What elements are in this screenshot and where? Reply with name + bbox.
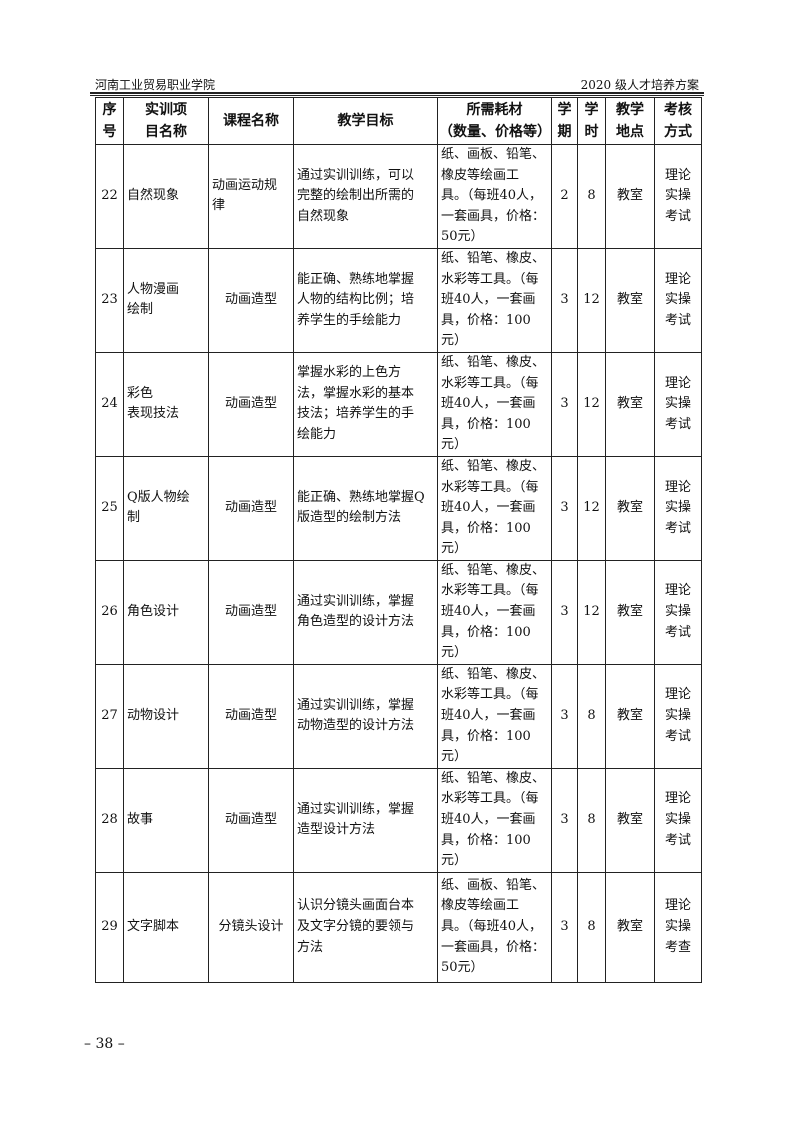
table-row: 27 动物设计 动画造型 通过实训训练，掌握 动物造型的设计方法 纸、铅笔、橡皮、 水彩… <box>95 663 702 769</box>
cell-materials: 纸、铅笔、橡皮、 水彩等工具。（每 班40人，一套画 具，价格：100 元） <box>437 455 552 561</box>
cell-course: 动画造型 <box>208 351 294 457</box>
cell-place: 教室 <box>605 559 655 665</box>
table-row: 22 自然现象 动画运动规 律通过实训训练，可以 完整的绘制出所需的 自然现象 纸、画… <box>95 144 702 249</box>
table-row: 28 故事 动画造型 通过实训训练，掌握 造型设计方法 纸、铅笔、橡皮、 水彩等工具。（… <box>95 767 702 873</box>
cell-hours: 8 <box>577 767 606 873</box>
cell-exam: 理论 实操 考试 <box>654 144 702 249</box>
column-header-hours: 学 时 <box>577 97 606 145</box>
cell-project: 自然现象 <box>123 144 209 249</box>
cell-goal: 掌握水彩的上色方 法，掌握水彩的基本 技法；培养学生的手 绘能力 <box>293 351 438 457</box>
table-header-row: 序 号 实训项 目名称 课程名称 教学目标 所需耗材 （数量、价格等） 学 期 … <box>95 97 702 145</box>
cell-hours: 8 <box>577 663 606 769</box>
cell-goal: 通过实训训练，掌握 造型设计方法 <box>293 767 438 873</box>
cell-no: 25 <box>95 455 124 561</box>
cell-no: 29 <box>95 871 124 983</box>
cell-materials: 纸、画板、铅笔、 橡皮等绘画工 具。（每班40人， 一套画具，价格： 50元） <box>437 871 552 983</box>
cell-exam: 理论 实操 考查 <box>654 871 702 983</box>
cell-project: 故事 <box>123 767 209 873</box>
cell-place: 教室 <box>605 351 655 457</box>
cell-hours: 12 <box>577 351 606 457</box>
cell-hours: 8 <box>577 144 606 249</box>
cell-materials: 纸、铅笔、橡皮、 水彩等工具。（每 班40人，一套画 具，价格：100 元） <box>437 767 552 873</box>
cell-course: 动画造型 <box>208 455 294 561</box>
cell-course: 动画运动规 律 <box>208 144 294 249</box>
cell-term: 3 <box>551 871 578 983</box>
cell-course: 动画造型 <box>208 767 294 873</box>
cell-no: 28 <box>95 767 124 873</box>
cell-goal: 通过实训训练，掌握 动物造型的设计方法 <box>293 663 438 769</box>
column-header-materials: 所需耗材 （数量、价格等） <box>437 97 552 145</box>
cell-place: 教室 <box>605 663 655 769</box>
cell-hours: 12 <box>577 247 606 353</box>
cell-no: 26 <box>95 559 124 665</box>
cell-project: 动物设计 <box>123 663 209 769</box>
cell-course: 动画造型 <box>208 559 294 665</box>
cell-hours: 8 <box>577 871 606 983</box>
cell-place: 教室 <box>605 767 655 873</box>
column-header-no: 序 号 <box>95 97 124 145</box>
cell-course: 动画造型 <box>208 247 294 353</box>
column-header-course: 课程名称 <box>208 97 294 145</box>
cell-exam: 理论 实操 考试 <box>654 663 702 769</box>
cell-term: 3 <box>551 247 578 353</box>
column-header-term: 学 期 <box>551 97 578 145</box>
cell-goal: 能正确、熟练地掌握 人物的结构比例；培 养学生的手绘能力 <box>293 247 438 353</box>
page-number: – 38 – <box>84 1036 125 1052</box>
cell-goal: 能正确、熟练地掌握Q 版造型的绘制方法 <box>293 455 438 561</box>
cell-project: 文字脚本 <box>123 871 209 983</box>
cell-no: 27 <box>95 663 124 769</box>
header-rule <box>90 92 704 94</box>
cell-exam: 理论 实操 考试 <box>654 559 702 665</box>
table-row: 24 彩色 表现技法 动画造型 掌握水彩的上色方 法，掌握水彩的基本 技法；培养学生的… <box>95 351 702 457</box>
cell-place: 教室 <box>605 871 655 983</box>
cell-no: 24 <box>95 351 124 457</box>
cell-term: 3 <box>551 351 578 457</box>
cell-goal: 认识分镜头画面台本 及文字分镜的要领与 方法 <box>293 871 438 983</box>
table-row: 25 Q版人物绘 制动画造型 能正确、熟练地掌握Q 版造型的绘制方法 纸、铅笔、橡皮、… <box>95 455 702 561</box>
cell-materials: 纸、铅笔、橡皮、 水彩等工具。（每 班40人，一套画 具，价格：100 元） <box>437 559 552 665</box>
cell-hours: 12 <box>577 559 606 665</box>
cell-materials: 纸、画板、铅笔、 橡皮等绘画工 具。（每班40人， 一套画具，价格： 50元） <box>437 144 552 249</box>
cell-project: 人物漫画 绘制 <box>123 247 209 353</box>
cell-term: 3 <box>551 663 578 769</box>
cell-term: 3 <box>551 767 578 873</box>
header-rule-thin <box>90 95 704 96</box>
cell-materials: 纸、铅笔、橡皮、 水彩等工具。（每 班40人，一套画 具，价格：100 元） <box>437 247 552 353</box>
column-header-project: 实训项 目名称 <box>123 97 209 145</box>
column-header-exam: 考核 方式 <box>654 97 702 145</box>
cell-hours: 12 <box>577 455 606 561</box>
cell-place: 教室 <box>605 144 655 249</box>
cell-course: 动画造型 <box>208 663 294 769</box>
cell-materials: 纸、铅笔、橡皮、 水彩等工具。（每 班40人，一套画 具，价格：100 元） <box>437 351 552 457</box>
cell-term: 2 <box>551 144 578 249</box>
table-row: 26 角色设计 动画造型 通过实训训练，掌握 角色造型的设计方法 纸、铅笔、橡皮、 水彩… <box>95 559 702 665</box>
cell-exam: 理论 实操 考试 <box>654 247 702 353</box>
cell-goal: 通过实训训练，掌握 角色造型的设计方法 <box>293 559 438 665</box>
cell-no: 23 <box>95 247 124 353</box>
cell-project: 彩色 表现技法 <box>123 351 209 457</box>
cell-place: 教室 <box>605 455 655 561</box>
table-row: 29 文字脚本 分镜头设计 认识分镜头画面台本 及文字分镜的要领与 方法 纸、画板、铅笔… <box>95 871 702 983</box>
header-document-title: 2020 级人才培养方案 <box>580 78 699 92</box>
column-header-goal: 教学目标 <box>293 97 438 145</box>
cell-project: 角色设计 <box>123 559 209 665</box>
cell-term: 3 <box>551 455 578 561</box>
cell-no: 22 <box>95 144 124 249</box>
cell-materials: 纸、铅笔、橡皮、 水彩等工具。（每 班40人，一套画 具，价格：100 元） <box>437 663 552 769</box>
cell-exam: 理论 实操 考试 <box>654 351 702 457</box>
header-school-name: 河南工业贸易职业学院 <box>95 78 216 92</box>
training-projects-table: 序 号 实训项 目名称 课程名称 教学目标 所需耗材 （数量、价格等） 学 期 … <box>95 97 702 983</box>
cell-exam: 理论 实操 考试 <box>654 767 702 873</box>
cell-project: Q版人物绘 制 <box>123 455 209 561</box>
table-row: 23 人物漫画 绘制 动画造型 能正确、熟练地掌握 人物的结构比例；培 养学生的手绘能… <box>95 247 702 353</box>
cell-place: 教室 <box>605 247 655 353</box>
cell-exam: 理论 实操 考试 <box>654 455 702 561</box>
cell-course: 分镜头设计 <box>208 871 294 983</box>
cell-goal: 通过实训训练，可以 完整的绘制出所需的 自然现象 <box>293 144 438 249</box>
cell-term: 3 <box>551 559 578 665</box>
column-header-place: 教学 地点 <box>605 97 655 145</box>
